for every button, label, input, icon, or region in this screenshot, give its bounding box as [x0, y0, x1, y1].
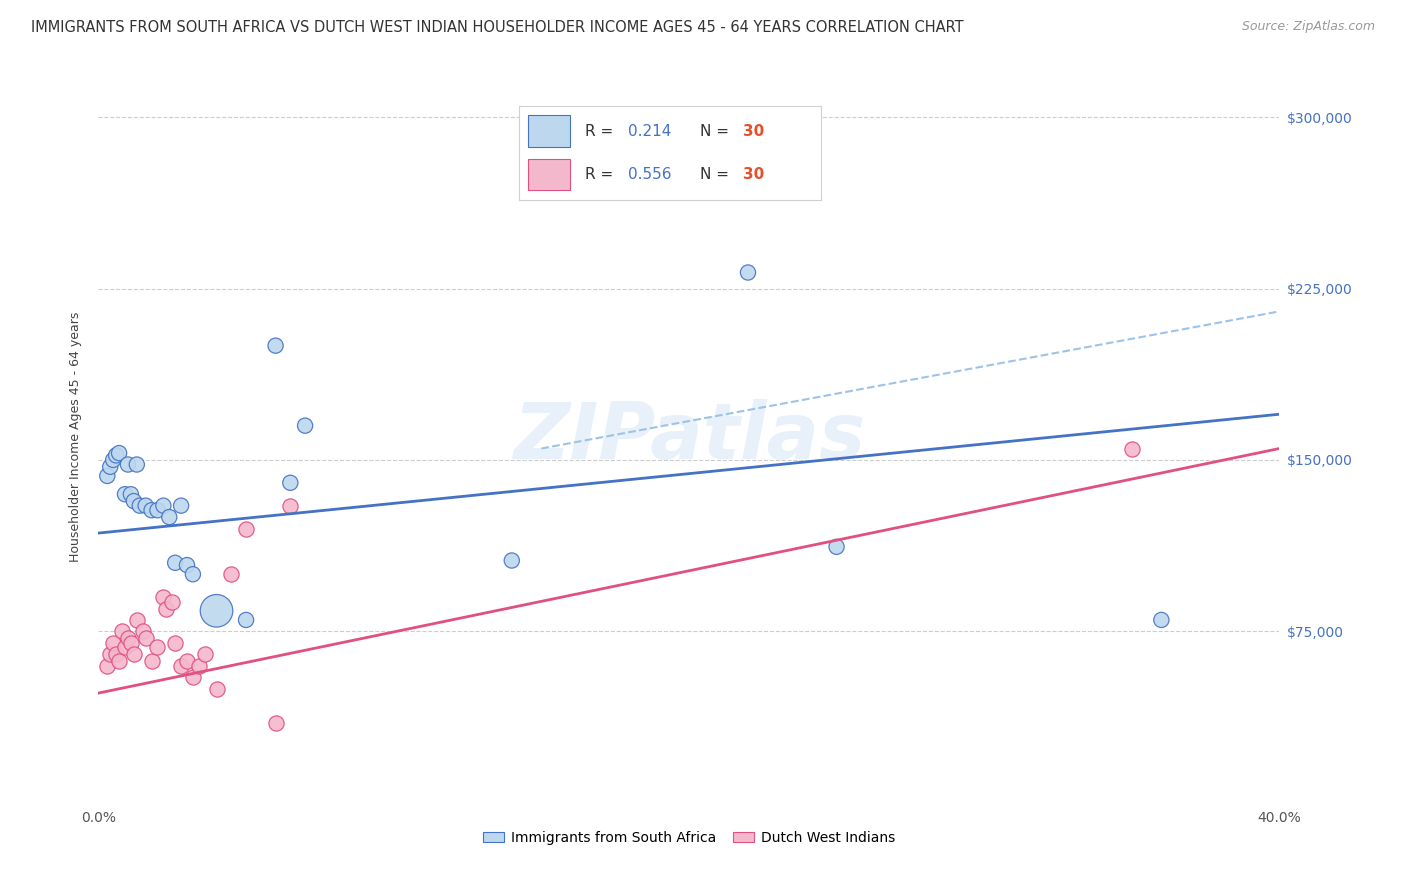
Point [280, 499, 302, 513]
Point [98, 647, 121, 661]
Point [105, 448, 128, 462]
Point [120, 487, 142, 501]
Point [146, 640, 169, 655]
Text: Source: ZipAtlas.com: Source: ZipAtlas.com [1241, 20, 1375, 33]
Point [235, 521, 257, 535]
Text: 30: 30 [742, 124, 763, 139]
Point [1121, 442, 1143, 456]
Point [135, 499, 157, 513]
Point [205, 681, 228, 696]
Point [162, 594, 183, 608]
Point [103, 453, 125, 467]
Point [146, 503, 169, 517]
Point [294, 418, 316, 433]
Point [155, 601, 177, 615]
FancyBboxPatch shape [529, 159, 571, 190]
Point [280, 475, 302, 490]
Text: R =: R = [585, 124, 619, 139]
Point [135, 632, 157, 646]
Point [120, 636, 142, 650]
Point [501, 553, 523, 567]
Point [165, 556, 187, 570]
Point [141, 654, 163, 668]
Point [152, 590, 174, 604]
Point [105, 647, 128, 661]
Point [1150, 613, 1173, 627]
Point [264, 715, 287, 730]
Point [181, 670, 204, 684]
Text: ZIPatlas: ZIPatlas [513, 399, 865, 475]
Point [825, 540, 848, 554]
Point [111, 624, 134, 639]
Point [235, 613, 257, 627]
Point [122, 647, 145, 661]
FancyBboxPatch shape [529, 115, 571, 147]
Text: 0.214: 0.214 [628, 124, 671, 139]
Point [157, 510, 180, 524]
Point [152, 499, 174, 513]
Point [737, 266, 759, 280]
Point [634, 178, 657, 193]
Point [125, 458, 148, 472]
Point [125, 613, 148, 627]
Legend: Immigrants from South Africa, Dutch West Indians: Immigrants from South Africa, Dutch West… [478, 826, 900, 851]
Point [170, 658, 193, 673]
Point [103, 636, 125, 650]
Point [117, 632, 139, 646]
Text: IMMIGRANTS FROM SOUTH AFRICA VS DUTCH WEST INDIAN HOUSEHOLDER INCOME AGES 45 - 6: IMMIGRANTS FROM SOUTH AFRICA VS DUTCH WE… [31, 20, 963, 35]
Text: N =: N = [700, 167, 734, 182]
Point [141, 503, 163, 517]
Point [176, 654, 198, 668]
Point [96, 658, 118, 673]
Point [108, 446, 131, 460]
Point [117, 458, 139, 472]
Point [170, 499, 193, 513]
Text: 30: 30 [742, 167, 763, 182]
Point [181, 567, 204, 582]
Point [176, 558, 198, 573]
Y-axis label: Householder Income Ages 45 - 64 years: Householder Income Ages 45 - 64 years [69, 312, 82, 562]
Point [132, 624, 155, 639]
Point [128, 499, 150, 513]
Point [205, 604, 228, 618]
Point [165, 636, 187, 650]
Point [114, 640, 136, 655]
Point [122, 494, 145, 508]
Point [264, 338, 287, 352]
Text: 0.556: 0.556 [628, 167, 671, 182]
Point [194, 647, 217, 661]
Point [96, 469, 118, 483]
Point [187, 658, 209, 673]
Point [114, 487, 136, 501]
Text: R =: R = [585, 167, 619, 182]
Point [221, 567, 243, 582]
Text: N =: N = [700, 124, 734, 139]
Point [108, 654, 131, 668]
Point [98, 459, 121, 474]
